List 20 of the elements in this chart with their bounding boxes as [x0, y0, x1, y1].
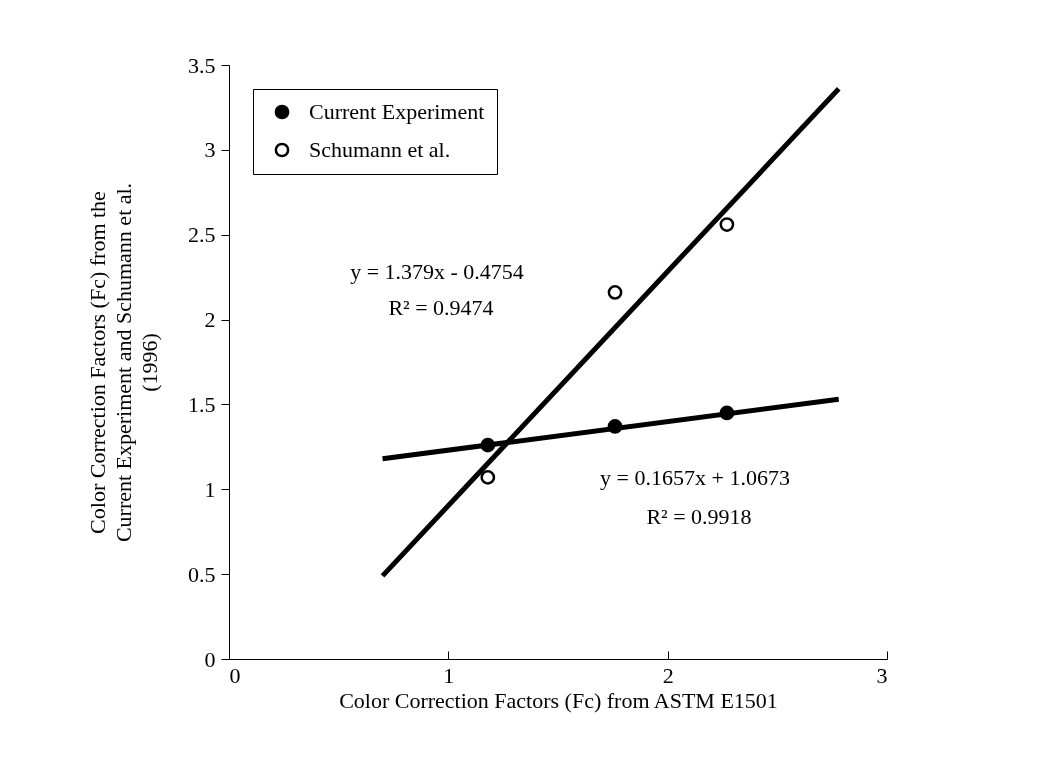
x-axis-title: Color Correction Factors (Fc) from ASTM E1501 [339, 687, 778, 713]
x-tick-label: 3 [876, 662, 888, 688]
y-tick-label: 0.5 [188, 561, 216, 587]
annotation: R² = 0.9918 [646, 504, 752, 529]
y-tick-label: 1.5 [188, 391, 216, 417]
annotation: R² = 0.9474 [388, 295, 494, 320]
x-tick-label: 2 [662, 662, 674, 688]
y-tick-label: 2 [204, 307, 216, 333]
x-tick-label: 1 [443, 662, 455, 688]
y-tick-label: 2.5 [188, 222, 216, 248]
legend-label: Schumann et al. [309, 137, 451, 162]
y-tick-label: 0 [204, 646, 216, 672]
legend-label: Current Experiment [309, 99, 485, 124]
annotation: y = 1.379x - 0.4754 [350, 259, 524, 284]
annotation: y = 0.1657x + 1.0673 [600, 465, 790, 490]
y-axis-title: Color Correction Factors (Fc) from the Current Experiment and Schumann et al. (1996) [85, 182, 162, 543]
y-tick-label: 3.5 [188, 52, 216, 78]
x-tick-label: 0 [229, 662, 241, 688]
y-tick-label: 3 [204, 137, 216, 163]
y-tick-label: 1 [204, 476, 216, 502]
